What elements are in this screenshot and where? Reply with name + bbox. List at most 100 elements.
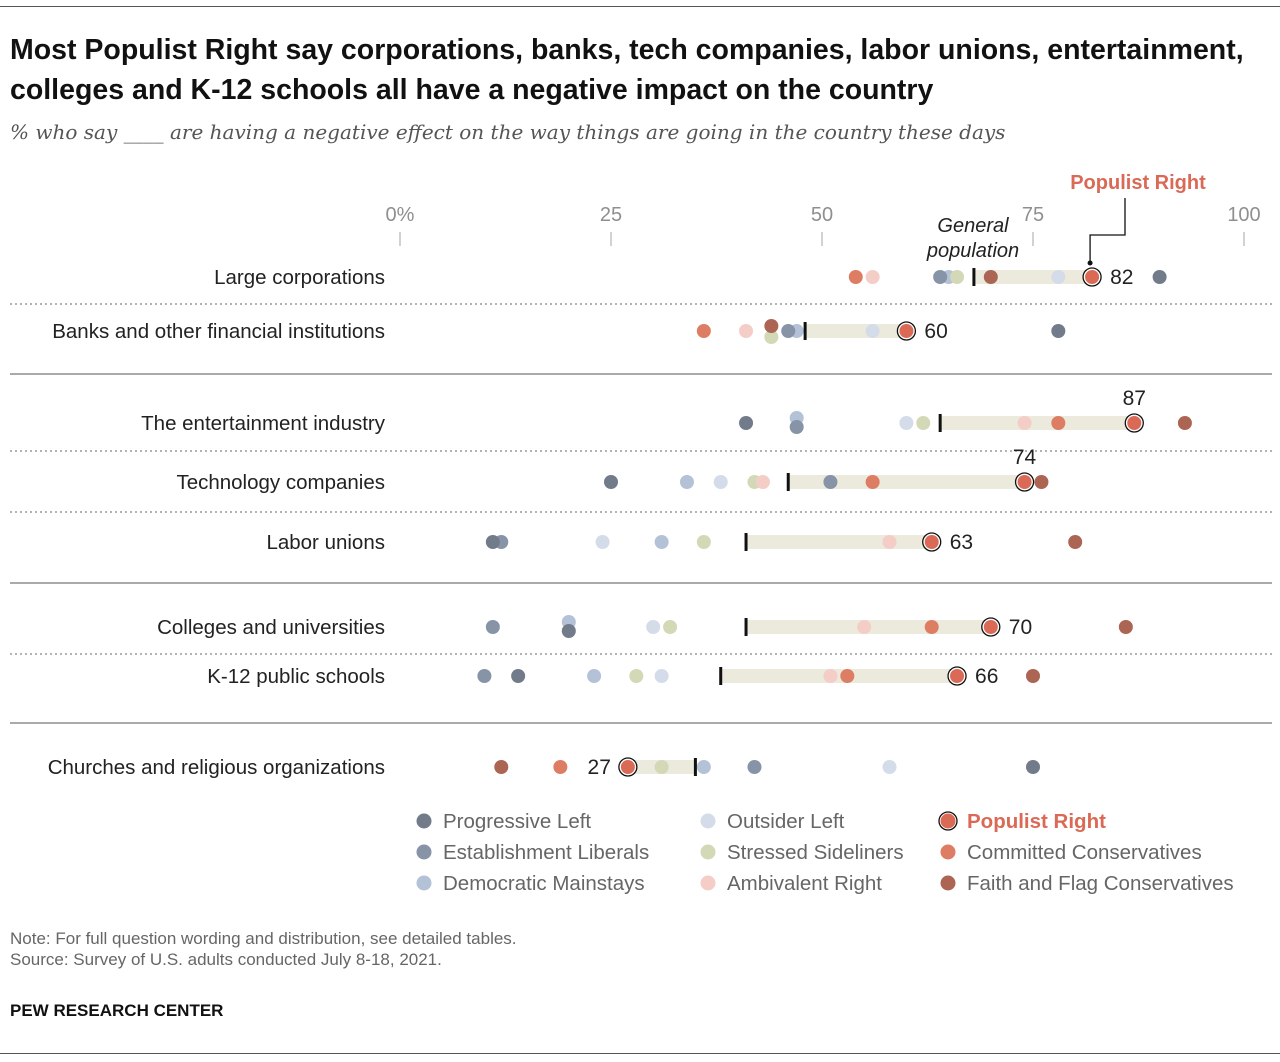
dot-pl bbox=[604, 475, 618, 489]
legend-label-ss: Stressed Sideliners bbox=[727, 841, 904, 864]
dot-pl bbox=[1051, 324, 1066, 338]
dot-ff bbox=[983, 270, 998, 284]
dot-ss bbox=[916, 416, 931, 430]
dot-ol bbox=[899, 416, 914, 430]
value-label-populist-right: 70 bbox=[1009, 616, 1032, 639]
dot-ff bbox=[1068, 535, 1083, 549]
value-label-populist-right: 87 bbox=[1123, 387, 1146, 410]
value-label-populist-right: 66 bbox=[975, 665, 998, 688]
annotation-populist-right: Populist Right bbox=[1070, 172, 1206, 194]
dot-ff bbox=[1118, 620, 1133, 634]
legend-label-ar: Ambivalent Right bbox=[727, 872, 882, 895]
row-label: Colleges and universities bbox=[157, 616, 385, 639]
dot-ss bbox=[629, 669, 644, 683]
value-label-populist-right: 63 bbox=[950, 531, 973, 554]
dot-el bbox=[781, 324, 796, 338]
dot-cc bbox=[553, 760, 568, 774]
legend-swatch-pl bbox=[416, 813, 432, 829]
dot-ol bbox=[595, 535, 610, 549]
note-text: Note: For full question wording and dist… bbox=[10, 929, 517, 948]
annotation-leader-dot bbox=[1087, 260, 1093, 266]
dot-el bbox=[747, 760, 762, 774]
dot-ol bbox=[654, 669, 669, 683]
dot-dm bbox=[587, 669, 602, 683]
dot-ar bbox=[739, 324, 754, 338]
dot-cc bbox=[924, 620, 939, 634]
row-label: Churches and religious organizations bbox=[48, 756, 385, 779]
dot-plot-chart: 0% 25 50 75 100 Large corporations 82 Banks and… bbox=[10, 172, 1272, 895]
dot-dm bbox=[654, 535, 669, 549]
range-bar bbox=[720, 669, 958, 683]
dot-dm bbox=[696, 760, 711, 774]
dot-pl bbox=[485, 535, 500, 549]
dot-ss bbox=[663, 620, 678, 634]
dot-ff bbox=[1177, 416, 1192, 430]
tick-label-0: 0% bbox=[386, 204, 415, 226]
dot-ol bbox=[1051, 270, 1066, 284]
dot-pl bbox=[1152, 270, 1167, 284]
dot-pl bbox=[561, 624, 576, 638]
dot-cc bbox=[1051, 416, 1066, 430]
tick-label-100: 100 bbox=[1227, 204, 1260, 226]
row-label: Banks and other financial institutions bbox=[52, 320, 385, 343]
tick-label-25: 25 bbox=[600, 204, 622, 226]
dot-ol bbox=[865, 324, 880, 338]
dot-cc bbox=[848, 270, 863, 284]
tick-label-75: 75 bbox=[1022, 204, 1044, 226]
legend-label-cc: Committed Conservatives bbox=[967, 841, 1202, 864]
dot-pl bbox=[739, 416, 754, 430]
dot-cc bbox=[865, 475, 880, 489]
dot-el bbox=[823, 475, 838, 489]
dot-ar bbox=[1017, 416, 1032, 430]
footer-brand: PEW RESEARCH CENTER bbox=[10, 1001, 224, 1020]
legend-swatch-ar bbox=[700, 875, 716, 891]
row-label: The entertainment industry bbox=[141, 412, 386, 435]
legend-label-pl: Progressive Left bbox=[443, 810, 591, 833]
legend-label-ol: Outsider Left bbox=[727, 810, 845, 833]
legend-label-dm: Democratic Mainstays bbox=[443, 872, 645, 895]
dot-ff bbox=[764, 319, 779, 333]
dot-ar bbox=[865, 270, 880, 284]
dot-populist-right bbox=[924, 535, 939, 549]
legend-swatch-dm bbox=[416, 875, 432, 891]
range-bar bbox=[788, 475, 1025, 489]
tick-label-50: 50 bbox=[811, 204, 833, 226]
dot-ss bbox=[764, 330, 779, 344]
dot-dm bbox=[679, 475, 694, 489]
dot-ar bbox=[823, 669, 838, 683]
value-label-populist-right: 27 bbox=[588, 756, 611, 779]
legend-swatch-ff bbox=[940, 875, 956, 891]
dot-el bbox=[933, 270, 948, 284]
value-label-populist-right: 82 bbox=[1110, 266, 1133, 289]
dot-el bbox=[789, 420, 804, 434]
dot-ff bbox=[1034, 475, 1049, 489]
row-label: K-12 public schools bbox=[207, 665, 385, 688]
dot-pl bbox=[1026, 760, 1040, 774]
legend-swatch-ol bbox=[700, 813, 716, 829]
dot-ol bbox=[882, 760, 897, 774]
dot-populist-right bbox=[620, 760, 635, 774]
dot-ar bbox=[755, 475, 770, 489]
dot-ss bbox=[654, 760, 669, 774]
range-bar bbox=[746, 535, 932, 549]
dot-ar bbox=[857, 620, 872, 634]
value-label-populist-right: 74 bbox=[1013, 446, 1037, 469]
dot-el bbox=[485, 620, 500, 634]
row-label: Labor unions bbox=[266, 531, 385, 554]
dot-ff bbox=[1026, 669, 1040, 683]
dot-populist-right bbox=[1127, 416, 1142, 430]
legend-label-el: Establishment Liberals bbox=[443, 841, 649, 864]
legend-label-pr: Populist Right bbox=[967, 810, 1106, 833]
row-label: Large corporations bbox=[214, 266, 385, 289]
dot-populist-right bbox=[1017, 475, 1032, 489]
source-text: Source: Survey of U.S. adults conducted … bbox=[10, 950, 442, 969]
annotation-leader-line bbox=[1089, 198, 1126, 263]
dot-ff bbox=[494, 760, 509, 774]
row-label: Technology companies bbox=[176, 471, 385, 494]
dot-el bbox=[477, 669, 492, 683]
dot-ss bbox=[696, 535, 711, 549]
dot-ol bbox=[646, 620, 661, 634]
top-rule bbox=[0, 6, 1280, 7]
annotation-general-population-line2: population bbox=[926, 240, 1019, 262]
dot-ss bbox=[950, 270, 965, 284]
